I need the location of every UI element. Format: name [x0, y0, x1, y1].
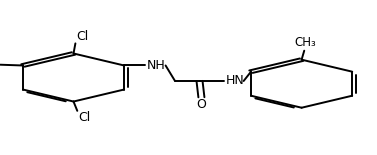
Text: CH₃: CH₃: [294, 36, 316, 49]
Text: Cl: Cl: [77, 30, 89, 43]
Text: NH: NH: [147, 59, 166, 72]
Text: HN: HN: [226, 75, 245, 87]
Text: Cl: Cl: [78, 111, 90, 124]
Text: O: O: [196, 98, 206, 111]
